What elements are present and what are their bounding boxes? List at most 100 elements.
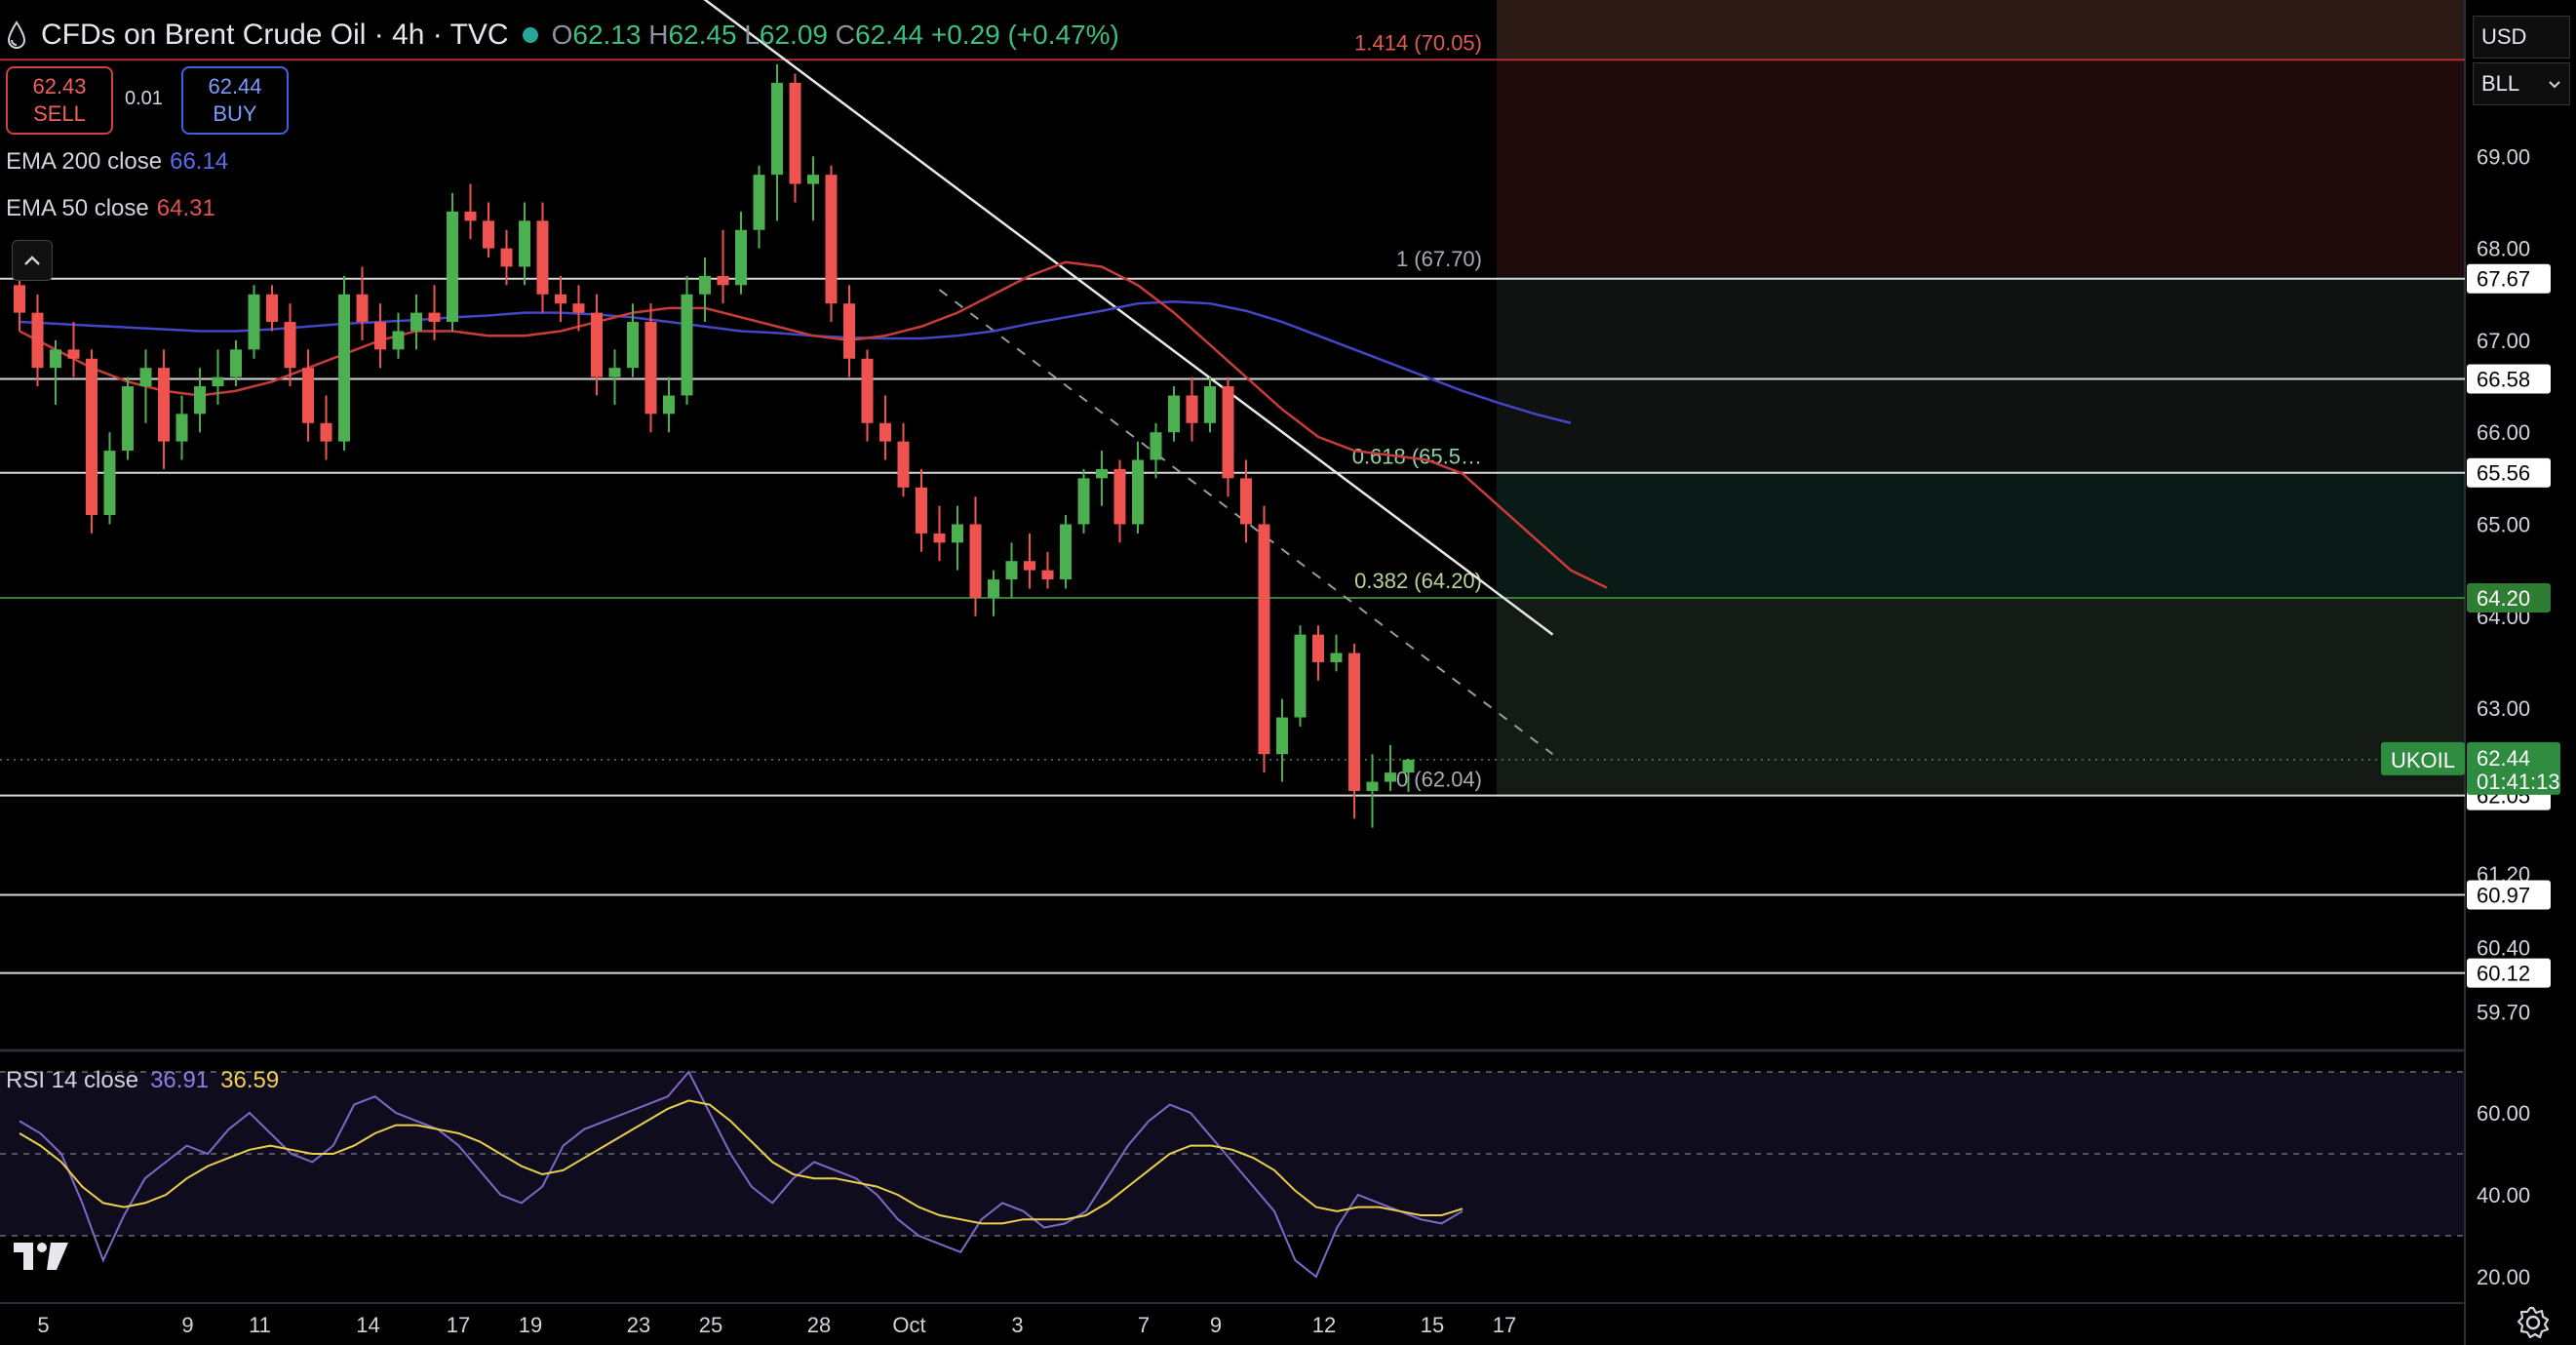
price-level-label: 67.67 [2477, 267, 2530, 292]
rsi-axis-tick: 40.00 [2477, 1183, 2530, 1207]
fib-zone-top [1497, 0, 2465, 60]
candle-body [266, 294, 278, 323]
time-axis-tick: 5 [37, 1313, 49, 1337]
time-axis-tick: 3 [1011, 1313, 1023, 1337]
price-axis-tick: 68.00 [2477, 237, 2530, 261]
candle-body [735, 229, 747, 286]
currency-value: USD [2481, 24, 2527, 49]
candle-body [933, 533, 946, 543]
rsi-ma-value: 36.59 [220, 1067, 280, 1093]
close-value: 62.44 [855, 20, 924, 50]
sell-price: 62.43 [32, 74, 87, 99]
tradingview-logo-icon[interactable] [12, 1239, 74, 1274]
ema50-value: 64.31 [156, 195, 215, 221]
candle-body [50, 349, 61, 369]
time-axis-tick: 12 [1312, 1313, 1336, 1337]
high-value: 62.45 [668, 20, 737, 50]
market-open-indicator [522, 27, 538, 43]
candle-body [699, 275, 711, 295]
symbol-title[interactable]: CFDs on Brent Crude Oil · 4h · TVC [41, 19, 509, 51]
countdown-label: 01:41:13 [2477, 770, 2560, 794]
settings-gear-icon[interactable] [2516, 1305, 2551, 1340]
candle-body [1060, 524, 1072, 580]
price-level-box [2467, 457, 2551, 488]
candle-body [103, 451, 116, 516]
price-level-label: 64.20 [2477, 586, 2530, 611]
rsi-label: RSI 14 close [6, 1067, 139, 1093]
time-axis-tick: 11 [249, 1313, 271, 1337]
price-axis-tick: 60.40 [2477, 935, 2530, 960]
rsi-ma-line [19, 1099, 1464, 1225]
time-axis-tick: 25 [699, 1313, 722, 1337]
change-value: +0.29 (+0.47%) [930, 20, 1119, 50]
ema200-legend[interactable]: EMA 200 close 66.14 [6, 148, 228, 176]
candle-body [663, 395, 675, 415]
candle-body [86, 358, 98, 516]
rsi-axis-tick: 60.00 [2477, 1101, 2530, 1126]
currency-selector[interactable]: USD [2473, 16, 2570, 59]
low-label: L [744, 20, 760, 50]
candle-body [591, 312, 603, 377]
candle-body [158, 368, 170, 442]
candle-body [1096, 468, 1108, 479]
candle-body [807, 175, 819, 184]
candle-body [1186, 395, 1198, 423]
chart-header: CFDs on Brent Crude Oil · 4h · TVC O62.1… [6, 14, 1119, 57]
buy-label: BUY [213, 101, 257, 126]
candle-body [302, 368, 314, 423]
candle-body [952, 524, 963, 543]
sell-button[interactable]: 62.43 SELL [6, 66, 113, 135]
time-axis-tick: 7 [1138, 1313, 1150, 1337]
rsi-legend[interactable]: RSI 14 close 36.91 36.59 [6, 1067, 279, 1094]
candle-body [122, 386, 134, 452]
candle-body [789, 82, 801, 184]
candle-body [1366, 781, 1379, 791]
candle-body [1348, 653, 1360, 791]
candle-body [644, 322, 657, 415]
fib-label: 0.382 (64.20) [1354, 569, 1482, 593]
collapse-legend-button[interactable] [12, 240, 53, 281]
price-level-label: 66.58 [2477, 368, 2530, 392]
price-level-box [2467, 364, 2551, 394]
candle-body [500, 248, 513, 267]
price-axis-tick: 63.00 [2477, 696, 2530, 721]
symbol-tag: UKOIL [2391, 748, 2455, 772]
symbol-tag-box [2381, 741, 2465, 775]
price-level-box [2467, 880, 2551, 910]
sell-label: SELL [33, 101, 86, 126]
candle-body [1204, 386, 1216, 423]
candle-body [1385, 772, 1396, 782]
candle-body [1276, 717, 1288, 755]
candle-body [1330, 653, 1343, 662]
time-axis-tick: 9 [181, 1313, 193, 1337]
candle-body [428, 312, 441, 323]
candle-body [1402, 759, 1415, 773]
candle-body [392, 331, 405, 350]
candle-body [879, 422, 891, 442]
ema50-legend[interactable]: EMA 50 close 64.31 [6, 195, 215, 222]
candle-body [139, 368, 152, 387]
ema200-line [19, 300, 1572, 424]
time-axis-tick: 17 [447, 1313, 470, 1337]
time-axis-tick: 23 [627, 1313, 650, 1337]
buy-button[interactable]: 62.44 BUY [181, 66, 289, 135]
candle-body [212, 376, 224, 387]
candle-body [31, 312, 44, 369]
price-level-label: 60.97 [2477, 884, 2530, 908]
candle-body [608, 368, 621, 377]
price-axis-tick: 69.00 [2477, 144, 2530, 169]
fib-zone-red [1497, 59, 2465, 276]
unit-selector[interactable]: BLL [2473, 62, 2570, 105]
oil-drop-icon [7, 20, 26, 49]
candle-body [555, 294, 566, 304]
candle-body [483, 220, 494, 249]
candle-body [1150, 432, 1162, 460]
time-axis-tick: 14 [356, 1313, 379, 1337]
candle-body [1113, 468, 1126, 525]
ohlc-readout: O62.13 H62.45 L62.09 C62.44 +0.29 (+0.47… [552, 20, 1119, 51]
candle-body [464, 211, 477, 221]
candle-body [969, 524, 982, 598]
fib-zone-grey [1497, 275, 2465, 474]
ema50-label: EMA 50 close [6, 195, 149, 221]
